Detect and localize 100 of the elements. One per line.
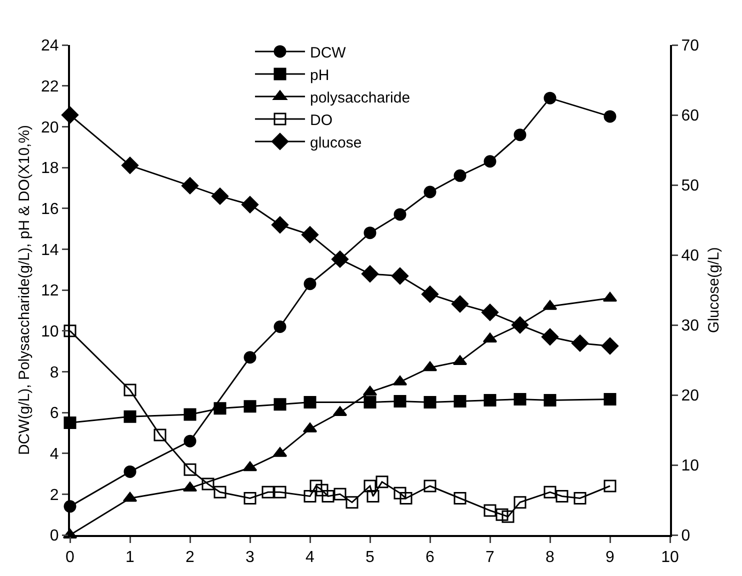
- point: [271, 216, 289, 234]
- legend-label: glucose: [310, 134, 362, 152]
- point: [481, 304, 499, 321]
- x-tick-label: 6: [426, 549, 435, 566]
- point: [604, 480, 616, 492]
- point: [322, 490, 334, 502]
- point: [511, 316, 529, 334]
- y-tick-label: 4: [50, 446, 59, 463]
- point: [304, 396, 316, 409]
- x-tick-label: 4: [306, 549, 315, 566]
- y2-tick-label: 60: [681, 108, 700, 125]
- point: [604, 392, 616, 406]
- point: [496, 508, 508, 521]
- y2-tick-label: 40: [681, 248, 700, 265]
- point: [514, 128, 526, 142]
- y2-tick-label: 20: [681, 388, 700, 405]
- point: [422, 361, 438, 372]
- point: [154, 428, 166, 442]
- point: [556, 490, 568, 502]
- y-tick-label: 16: [41, 200, 59, 218]
- y2-tick-label: 50: [681, 178, 700, 195]
- point: [262, 486, 274, 498]
- point: [604, 110, 616, 123]
- point: [391, 267, 409, 285]
- y-tick-label: 24: [41, 38, 59, 55]
- point: [184, 408, 196, 421]
- point: [454, 169, 466, 182]
- point: [544, 394, 556, 406]
- legend-label: pH: [310, 66, 330, 84]
- point: [181, 177, 199, 194]
- y2-tick-label: 0: [681, 528, 690, 545]
- point: [514, 496, 526, 509]
- point: [304, 278, 316, 290]
- point: [424, 480, 436, 492]
- point: [394, 395, 406, 408]
- x-tick-label: 10: [661, 549, 679, 566]
- point: [454, 492, 466, 504]
- point: [574, 492, 586, 504]
- x-tick-label: 8: [546, 549, 555, 566]
- point: [244, 351, 256, 364]
- point: [331, 250, 349, 268]
- point: [484, 504, 496, 517]
- point: [121, 156, 139, 174]
- legend-label: DCW: [310, 44, 347, 62]
- point: [394, 486, 406, 500]
- point: [184, 463, 196, 476]
- point: [184, 434, 196, 448]
- point: [571, 334, 589, 352]
- x-tick-label: 7: [486, 549, 495, 566]
- y2-axis-title: Glucose(g/L): [706, 247, 723, 333]
- point: [364, 396, 376, 409]
- x-tick-label: 2: [186, 549, 195, 566]
- point: [502, 510, 514, 523]
- point: [64, 324, 76, 338]
- point: [310, 480, 322, 492]
- point: [364, 226, 376, 240]
- point: [334, 488, 346, 500]
- y-tick-label: 14: [41, 242, 59, 259]
- point: [304, 490, 316, 502]
- y-tick-label: 12: [41, 282, 59, 300]
- x-tick-label: 1: [126, 549, 135, 566]
- point: [124, 465, 136, 478]
- point: [602, 292, 618, 302]
- point: [274, 398, 286, 411]
- point: [244, 400, 256, 413]
- y-tick-label: 6: [50, 405, 59, 422]
- point: [601, 337, 619, 355]
- x-tick-label: 5: [366, 549, 375, 566]
- point: [484, 155, 496, 168]
- point: [124, 410, 136, 423]
- point: [124, 384, 136, 396]
- point: [346, 496, 358, 509]
- point: [362, 386, 378, 396]
- y-axis-title: DCW(g/L), Polysaccharide(g/L), pH & DO(X10,%): [16, 124, 33, 456]
- point: [211, 188, 229, 205]
- point: [514, 392, 526, 406]
- point: [376, 476, 388, 488]
- point: [301, 226, 319, 244]
- y-tick-label: 20: [41, 119, 59, 136]
- x-tick-label: 0: [66, 549, 75, 566]
- legend-label: polysaccharide: [310, 89, 410, 106]
- y-tick-label: 2: [50, 486, 59, 504]
- x-tick-label: 3: [246, 549, 255, 566]
- legend-label: DO: [310, 112, 332, 129]
- point: [484, 394, 496, 406]
- point: [316, 484, 328, 496]
- y2-tick-label: 30: [681, 318, 700, 335]
- point: [241, 196, 259, 214]
- y-tick-label: 0: [50, 528, 59, 545]
- point: [394, 208, 406, 221]
- y-tick-label: 8: [50, 364, 59, 382]
- point: [541, 328, 559, 346]
- point: [421, 286, 439, 303]
- point: [202, 478, 214, 490]
- point: [366, 490, 380, 502]
- point: [214, 486, 226, 498]
- y2-tick-label: 70: [681, 38, 700, 55]
- point: [361, 265, 379, 282]
- y-tick-label: 10: [41, 323, 59, 340]
- point: [544, 486, 556, 498]
